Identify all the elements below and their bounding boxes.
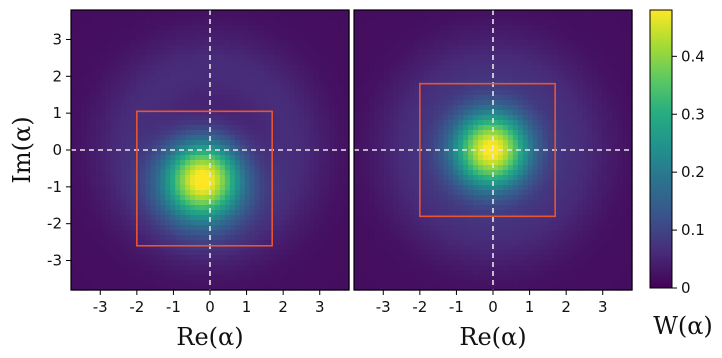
colorbar-tick-label: 0.3	[681, 105, 705, 123]
x-tick-label: -2	[129, 298, 144, 316]
x-tick-label: -3	[376, 298, 391, 316]
x-tick-label: 0	[205, 298, 215, 316]
colorbar-gradient	[649, 9, 673, 289]
y-tick-label: 3	[52, 30, 62, 48]
x-tick-label: -1	[449, 298, 464, 316]
x-tick-label: 1	[525, 298, 535, 316]
y-tick-label: -3	[47, 252, 62, 270]
region-box	[136, 110, 273, 247]
x-tick-label: 0	[488, 298, 498, 316]
x-tick-label: 3	[598, 298, 608, 316]
x-tick-label: 2	[278, 298, 288, 316]
x-tick-label: -3	[93, 298, 108, 316]
x-tick-label: 3	[315, 298, 325, 316]
x-tick-label: 1	[242, 298, 252, 316]
colorbar: 0 0.1 0.2 0.3 0.4 W(α)	[649, 9, 713, 340]
y-tick-label: -2	[47, 215, 62, 233]
x-tick-label: -2	[412, 298, 427, 316]
colorbar-tick-label: 0.2	[681, 163, 705, 181]
y-tick-label: -1	[47, 178, 62, 196]
colorbar-tick-label: 0.1	[681, 221, 705, 239]
colorbar-tick-label: 0.4	[681, 47, 705, 65]
x-tick-label: -1	[166, 298, 181, 316]
x-axis-label: Re(α)	[459, 323, 526, 351]
y-tick-label: 0	[52, 141, 62, 159]
colorbar-tick-label: 0	[681, 279, 691, 297]
y-tick-label: 2	[52, 67, 62, 85]
heatmap-image	[71, 10, 350, 291]
colorbar-label: W(α)	[653, 312, 713, 340]
x-axis-label: Re(α)	[176, 323, 243, 351]
x-tick-label: 2	[561, 298, 571, 316]
region-box	[419, 82, 556, 218]
panel-1: -3 -2 -1 0 1 2 3 Re(α) 3 2 1 0 -1 -2 -3 Im(α)	[8, 9, 350, 351]
y-tick-label: 1	[52, 104, 62, 122]
y-axis-label: Im(α)	[8, 116, 36, 183]
panel-2: -3 -2 -1 0 1 2 3 Re(α)	[353, 9, 633, 351]
